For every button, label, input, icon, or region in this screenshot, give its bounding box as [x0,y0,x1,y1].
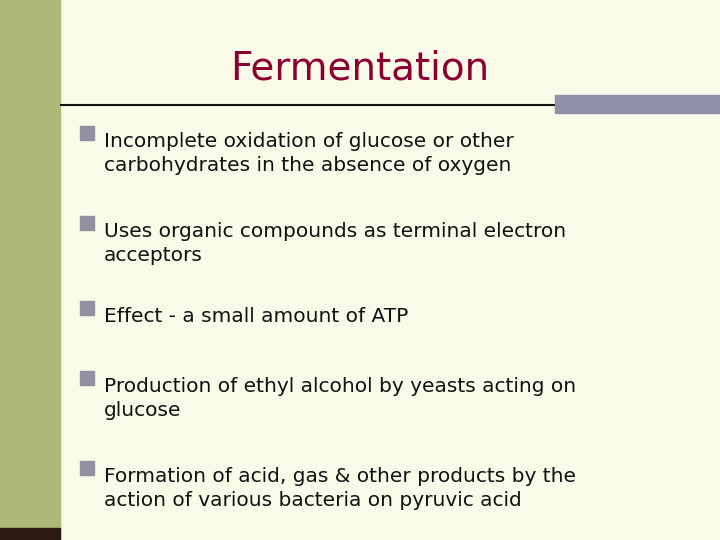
Text: Fermentation: Fermentation [230,50,490,88]
Bar [80,126,94,140]
Bar [80,216,94,230]
Text: Production of ethyl alcohol by yeasts acting on
glucose: Production of ethyl alcohol by yeasts ac… [104,377,576,420]
Bar [80,301,94,315]
Bar [80,371,94,385]
Bar [0,0,60,540]
Bar [80,461,94,475]
Text: Effect - a small amount of ATP: Effect - a small amount of ATP [104,307,408,326]
Bar [0,528,60,540]
Text: Formation of acid, gas & other products by the
action of various bacteria on pyr: Formation of acid, gas & other products … [104,467,576,510]
Bar [555,95,720,113]
Text: Uses organic compounds as terminal electron
acceptors: Uses organic compounds as terminal elect… [104,222,566,265]
Text: Incomplete oxidation of glucose or other
carbohydrates in the absence of oxygen: Incomplete oxidation of glucose or other… [104,132,514,176]
